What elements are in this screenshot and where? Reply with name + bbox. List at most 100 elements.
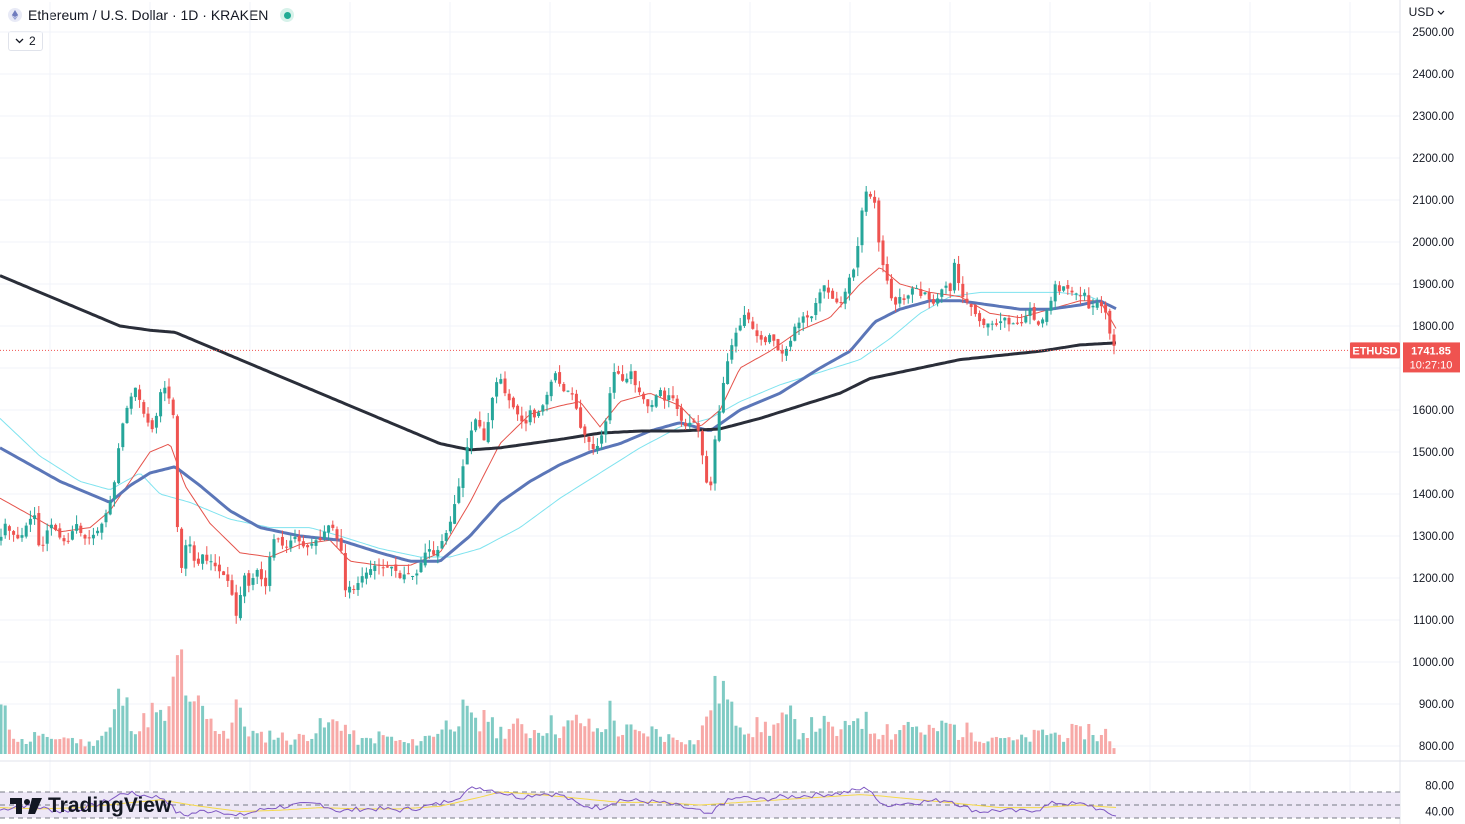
candle-body — [1011, 323, 1015, 325]
volume-bar — [427, 735, 431, 754]
candle-body — [150, 420, 154, 430]
volume-bar — [377, 731, 381, 754]
candle-body — [213, 562, 217, 567]
candle-body — [818, 292, 822, 304]
volume-bar — [348, 734, 352, 754]
candle-body — [1087, 295, 1091, 309]
volume-bar — [637, 731, 641, 754]
candle-body — [1041, 319, 1045, 324]
volume-bar — [621, 734, 625, 754]
candle-body — [490, 397, 494, 421]
volume-bar — [595, 728, 599, 754]
candle-body — [264, 577, 268, 587]
candle-body — [154, 415, 158, 428]
volume-bar — [919, 732, 923, 754]
volume-bar — [532, 730, 536, 754]
volume-bar — [831, 726, 835, 754]
candle-body — [54, 524, 58, 530]
volume-bar — [49, 738, 53, 754]
volume-bar — [444, 720, 448, 754]
candle-body — [902, 298, 906, 300]
symbol-title[interactable]: Ethereum / U.S. Dollar · 1D · KRAKEN — [28, 7, 269, 23]
ma-blue-line — [0, 299, 1117, 563]
price-tick-label: 2400.00 — [1412, 69, 1454, 81]
price-tick-label: 2100.00 — [1412, 195, 1454, 207]
volume-bar — [826, 721, 830, 754]
volume-bar — [33, 732, 37, 754]
candle-body — [28, 518, 32, 525]
volume-bar — [570, 720, 574, 754]
volume-bar — [965, 722, 969, 754]
volume-bar — [562, 726, 566, 754]
volume-bar — [600, 732, 604, 754]
rsi-tick-label: 40.00 — [1425, 807, 1454, 819]
candle-body — [885, 264, 889, 281]
volume-bar — [411, 739, 415, 754]
currency-selector[interactable]: USD — [1409, 5, 1445, 19]
volume-bar — [41, 733, 45, 754]
candle-body — [448, 521, 452, 532]
volume-bar — [3, 705, 7, 754]
candle-body — [91, 534, 95, 539]
volume-bar — [650, 726, 654, 754]
candle-body — [700, 431, 704, 456]
volume-bar — [549, 715, 553, 754]
candle-body — [163, 387, 167, 394]
volume-bar — [385, 736, 389, 754]
candle-body — [868, 193, 872, 197]
candle-body — [75, 524, 79, 531]
candle-body — [637, 387, 641, 393]
volume-bar — [1083, 739, 1087, 754]
volume-bar — [331, 719, 335, 754]
volume-bar — [373, 743, 377, 754]
candle-body — [444, 532, 448, 541]
candle-body — [940, 289, 944, 297]
volume-bar — [684, 744, 688, 754]
candle-body — [948, 283, 952, 292]
volume-bar — [12, 738, 16, 754]
volume-bar — [1091, 735, 1095, 754]
ethereum-icon — [8, 8, 22, 22]
candle-body — [507, 393, 511, 401]
volume-bar — [217, 733, 221, 754]
price-tick-label: 1000.00 — [1412, 657, 1454, 669]
volume-bar — [1078, 726, 1082, 754]
candle-body — [751, 321, 755, 329]
tradingview-logo[interactable]: TradingView — [10, 794, 171, 818]
candle-body — [1057, 285, 1061, 292]
volume-bar — [986, 741, 990, 754]
volume-bar — [948, 723, 952, 754]
candle-body — [814, 302, 818, 316]
candle-body — [16, 534, 20, 539]
candle-body — [864, 191, 868, 212]
candle-body — [104, 513, 108, 523]
volume-bar — [234, 699, 238, 754]
candle-body — [642, 393, 646, 400]
candle-body — [1070, 290, 1074, 293]
candle-body — [364, 572, 368, 579]
candle-body — [574, 393, 578, 409]
candle-body — [591, 443, 595, 449]
volume-bar — [558, 738, 562, 754]
candle-body — [755, 330, 759, 337]
candle-body — [721, 382, 725, 413]
candle-body — [402, 574, 406, 580]
volume-bar — [91, 745, 95, 754]
volume-bar — [205, 718, 209, 754]
volume-bar — [117, 688, 121, 754]
price-tick-label: 2000.00 — [1412, 237, 1454, 249]
candle-body — [646, 399, 650, 407]
candle-body — [62, 538, 66, 542]
candle-body — [217, 564, 221, 572]
volume-bar — [705, 716, 709, 754]
candle-body — [398, 572, 402, 578]
volume-bar — [381, 735, 385, 754]
volume-bar — [222, 730, 226, 754]
volume-bar — [415, 745, 419, 754]
volume-bar — [944, 722, 948, 754]
candle-body — [793, 326, 797, 341]
volume-bar — [58, 739, 62, 754]
candle-body — [726, 361, 730, 385]
volume-bar — [616, 736, 620, 754]
